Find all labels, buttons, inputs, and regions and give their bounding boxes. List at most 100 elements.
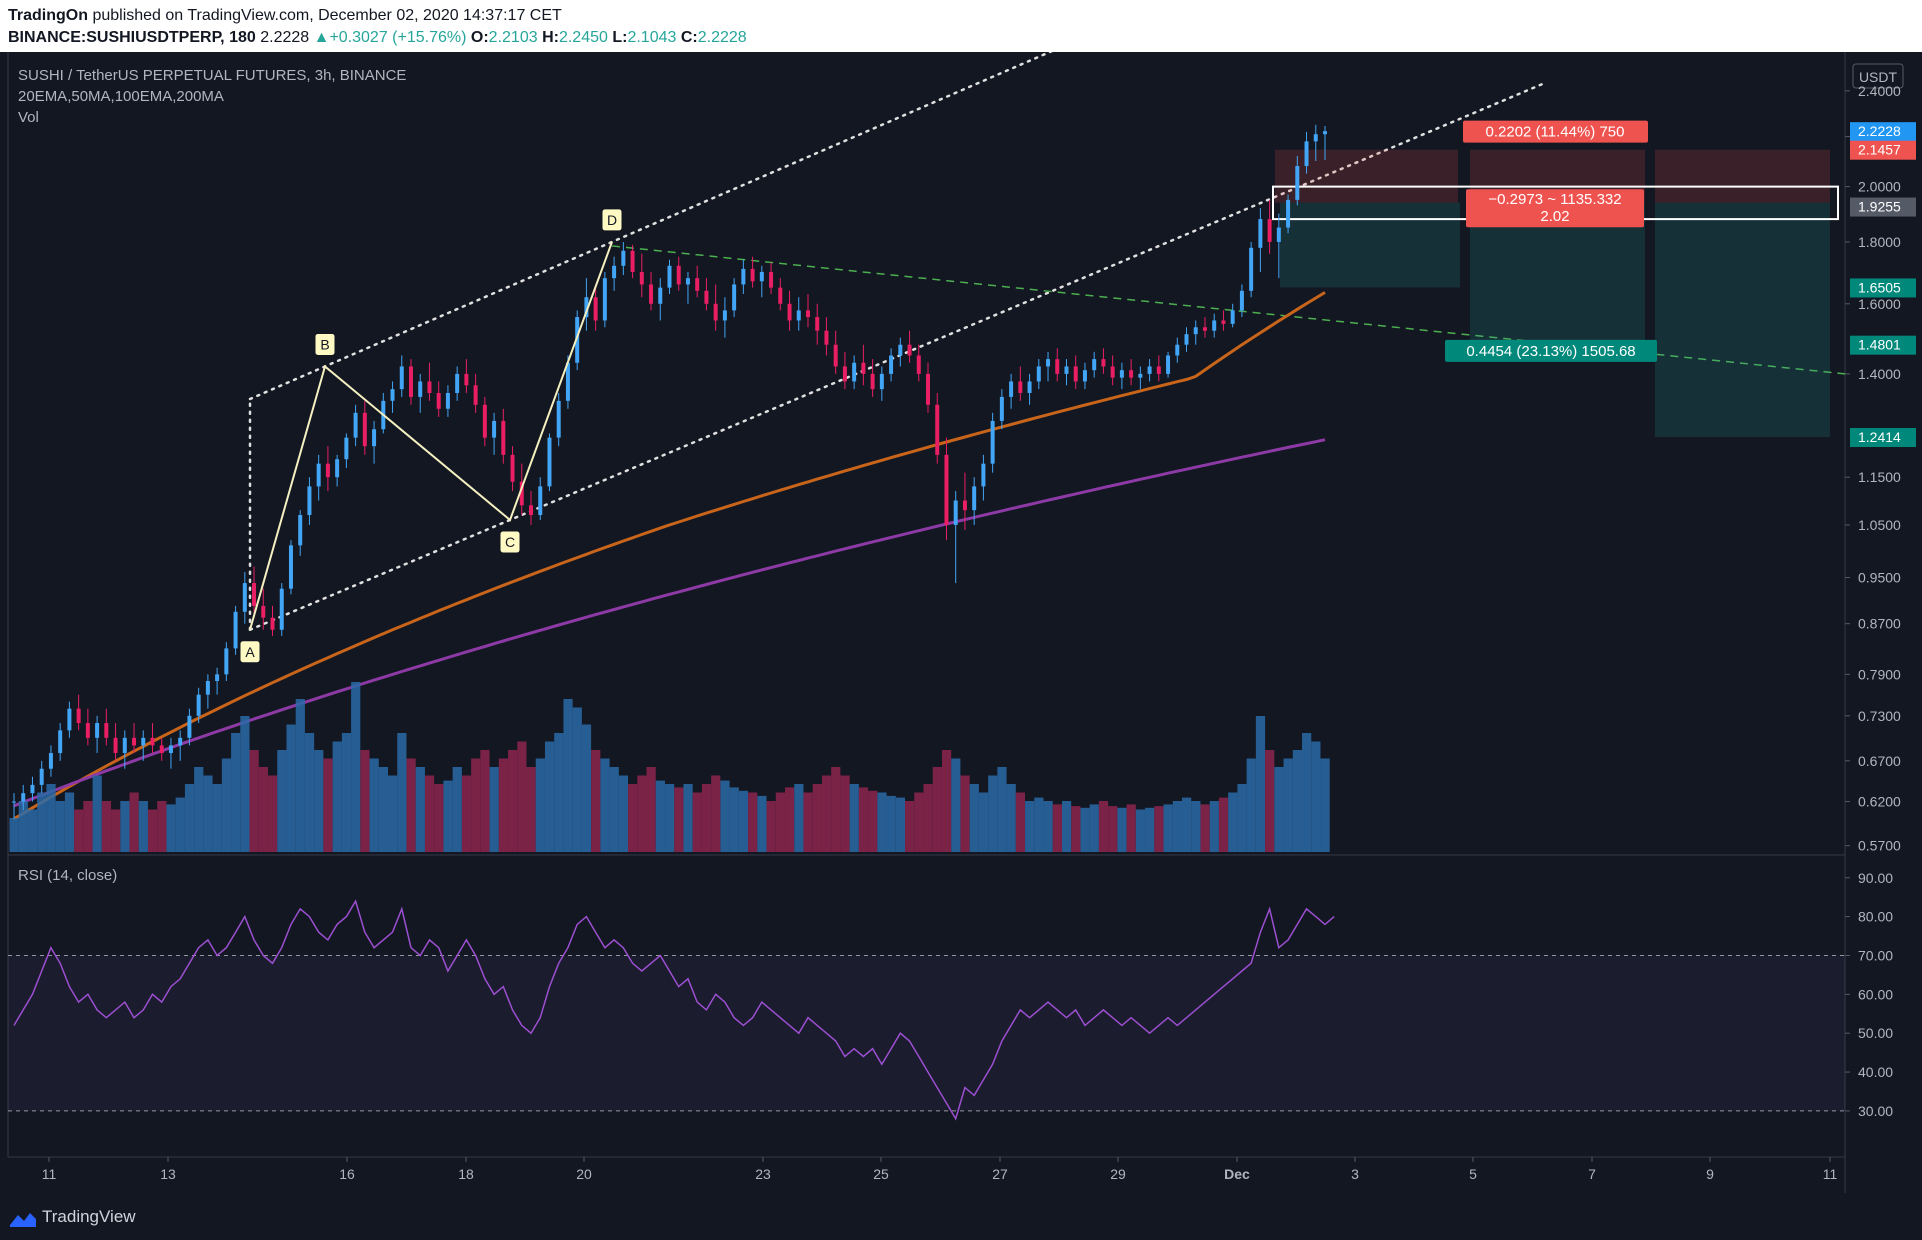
price-tick-label: 1.6000 bbox=[1858, 296, 1901, 312]
candle-body bbox=[565, 362, 570, 401]
volume-bar bbox=[1163, 804, 1173, 852]
indicator-legend[interactable]: 20EMA,50MA,100EMA,200MA bbox=[18, 88, 224, 105]
high-value: 2.2450 bbox=[558, 29, 608, 46]
candle-body bbox=[233, 611, 238, 649]
candle-body bbox=[482, 404, 487, 438]
time-tick-label: 18 bbox=[458, 1166, 474, 1182]
publish-line: TradingOn published on TradingView.com, … bbox=[8, 7, 562, 25]
candle-body bbox=[492, 420, 497, 438]
volume-bar bbox=[729, 787, 739, 852]
candle-body bbox=[732, 284, 737, 311]
volume-bar bbox=[951, 758, 961, 852]
time-tick-label: 23 bbox=[755, 1166, 771, 1182]
candle-body bbox=[113, 737, 118, 754]
volume-bar bbox=[231, 733, 241, 852]
price-tick-label: 0.6700 bbox=[1858, 753, 1901, 769]
volume-bar bbox=[563, 699, 573, 852]
volume-bar bbox=[157, 801, 167, 852]
volume-bar bbox=[277, 750, 287, 852]
candle-body bbox=[612, 265, 617, 279]
rsi-tick-label: 40.00 bbox=[1858, 1064, 1893, 1080]
volume-bar bbox=[1237, 784, 1247, 852]
last-price: 2.2228 bbox=[260, 29, 310, 46]
volume-bar bbox=[609, 767, 619, 852]
volume-bar bbox=[1098, 801, 1109, 852]
candle-body bbox=[132, 737, 137, 746]
stop-label-bg bbox=[1463, 120, 1648, 143]
target-label: 0.4454 (23.13%) 1505.68 bbox=[1466, 343, 1635, 360]
volume-bar bbox=[295, 699, 305, 852]
candle-body bbox=[639, 271, 644, 285]
candle-body bbox=[1184, 334, 1189, 345]
volume-bar bbox=[821, 775, 832, 852]
volume-bar bbox=[1265, 750, 1275, 852]
candle-body bbox=[519, 481, 524, 506]
time-tick-label: 3 bbox=[1351, 1166, 1359, 1182]
candle-body bbox=[473, 385, 478, 405]
descending-trendline bbox=[611, 245, 1846, 375]
volume-bar bbox=[1006, 784, 1016, 852]
volume-bar bbox=[129, 792, 139, 852]
price-tick-label: 1.8000 bbox=[1858, 234, 1901, 250]
volume-bar bbox=[240, 716, 250, 852]
candle-body bbox=[408, 366, 413, 397]
price-tick-label: 0.5700 bbox=[1858, 838, 1901, 854]
volume-bar bbox=[1154, 806, 1164, 852]
volume-bar bbox=[397, 733, 407, 852]
candle-body bbox=[1156, 366, 1161, 374]
volume-bar bbox=[461, 775, 472, 852]
volume-bar bbox=[424, 775, 435, 852]
volume-bar bbox=[674, 787, 684, 852]
candle-body bbox=[1258, 219, 1263, 248]
candle-body bbox=[1092, 359, 1097, 371]
chart-canvas[interactable]: A B C D 0.2202 (11.44%) 750 −0.2973 ~ 1135.33… bbox=[0, 52, 1922, 1193]
entry-label-line1: −0.2973 ~ 1135.332 bbox=[1488, 191, 1621, 208]
rsi-tick-label: 80.00 bbox=[1858, 909, 1893, 925]
volume-bar bbox=[1071, 806, 1081, 852]
candle-body bbox=[58, 730, 63, 754]
volume-bar bbox=[923, 784, 933, 852]
rsi-legend[interactable]: RSI (14, close) bbox=[18, 867, 118, 884]
time-tick-label: 29 bbox=[1110, 1166, 1126, 1182]
volume-legend[interactable]: Vol bbox=[18, 109, 39, 126]
volume-bar bbox=[1191, 801, 1201, 852]
volume-bar bbox=[388, 775, 398, 852]
volume-bar bbox=[803, 792, 813, 852]
candle-body bbox=[1009, 381, 1014, 397]
volume-bar bbox=[221, 758, 232, 852]
candle-body bbox=[861, 362, 866, 374]
candle-body bbox=[141, 737, 146, 746]
candle-body bbox=[805, 310, 810, 318]
volume-bar bbox=[711, 775, 721, 852]
chart-title[interactable]: SUSHI / TetherUS PERPETUAL FUTURES, 3h, … bbox=[18, 67, 407, 84]
volume-bar bbox=[74, 809, 84, 852]
volume-bar bbox=[849, 784, 859, 852]
candle-body bbox=[325, 463, 330, 478]
publish-header: TradingOn published on TradingView.com, … bbox=[0, 0, 1922, 52]
candle-body bbox=[981, 463, 986, 487]
author-name[interactable]: TradingOn bbox=[8, 7, 88, 24]
candle-body bbox=[990, 420, 995, 464]
volume-bar bbox=[554, 733, 564, 852]
volume-bar bbox=[1126, 804, 1136, 852]
volume-bar bbox=[27, 809, 38, 852]
volume-bar bbox=[1200, 804, 1210, 852]
candle-body bbox=[205, 681, 210, 695]
candle-body bbox=[510, 454, 515, 482]
low-label: L: bbox=[612, 29, 628, 46]
footer-brand[interactable]: TradingView bbox=[42, 1207, 136, 1226]
time-tick-label: 11 bbox=[42, 1166, 57, 1182]
volume-bar bbox=[1320, 758, 1330, 852]
volume-bar bbox=[932, 767, 942, 852]
time-tick-label: 9 bbox=[1706, 1166, 1714, 1182]
candle-body bbox=[316, 463, 321, 487]
target-zone-3 bbox=[1655, 202, 1830, 438]
symbol-name[interactable]: BINANCE:SUSHIUSDTPERP, 180 bbox=[8, 29, 256, 46]
candle-body bbox=[741, 268, 746, 285]
symbol-line: BINANCE:SUSHIUSDTPERP, 180 2.2228 ▲+0.30… bbox=[8, 29, 747, 47]
volume-bar bbox=[1061, 801, 1072, 852]
volume-bar bbox=[314, 750, 324, 852]
volume-bar bbox=[1015, 792, 1026, 852]
volume-bar bbox=[895, 797, 906, 852]
price-marker-bg bbox=[1850, 278, 1916, 298]
